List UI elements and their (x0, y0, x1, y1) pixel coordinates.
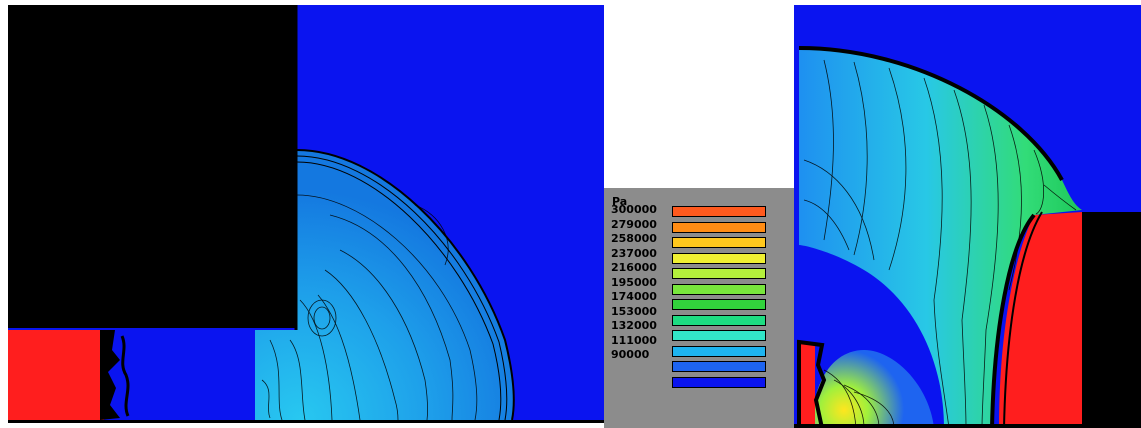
floor-line (794, 424, 1141, 428)
floor-line (8, 420, 604, 423)
left-pressure-contour-plot (8, 5, 604, 423)
left-chamber-edge (797, 339, 827, 428)
solid-block (1082, 212, 1141, 428)
legend-color-swatch (672, 314, 766, 326)
legend-color-swatch (672, 330, 766, 341)
legend-color-swatch (672, 252, 766, 264)
legend-level-label: 174000 (611, 290, 657, 303)
legend-unit-label: Pa (612, 195, 628, 208)
legend-color-swatch (672, 361, 766, 372)
high-pressure-region (999, 212, 1082, 428)
legend-level-label: 216000 (611, 261, 657, 274)
legend-color-swatch (672, 345, 766, 357)
legend-color-swatch (672, 299, 766, 310)
shock-fronts (296, 149, 515, 421)
diaphragm-edge (120, 335, 130, 417)
legend-level-label: 300000 (611, 203, 657, 216)
solid-wall (8, 5, 295, 328)
legend-color-swatch (672, 283, 766, 295)
legend-level-label: 195000 (611, 275, 657, 289)
legend-color-swatch (672, 376, 766, 388)
legend-level-label: 132000 (611, 319, 657, 332)
legend-level-label: 111000 (611, 333, 657, 347)
left-chamber (799, 342, 815, 428)
legend-color-swatch (672, 221, 766, 233)
chamber-diaphragm (100, 330, 120, 420)
legend-level-label: 258000 (611, 232, 657, 245)
legend-level-label: 90000 (611, 348, 650, 361)
right-pressure-contour-plot (794, 5, 1141, 428)
legend-level-label: 279000 (611, 217, 657, 231)
legend-color-swatch (672, 237, 766, 248)
pressure-legend: Pa 300000 279000 258000 237000 216000 195000 1… (604, 188, 794, 428)
high-pressure-chamber (8, 330, 104, 420)
legend-color-swatch (672, 206, 766, 217)
shock-fronts (798, 46, 1064, 428)
legend-level-label: 153000 (611, 304, 657, 318)
blast-region (255, 150, 514, 420)
isobars (261, 194, 478, 421)
legend-level-label: 237000 (611, 246, 657, 260)
legend-color-swatch (672, 268, 766, 279)
hotspot-region (812, 350, 934, 428)
